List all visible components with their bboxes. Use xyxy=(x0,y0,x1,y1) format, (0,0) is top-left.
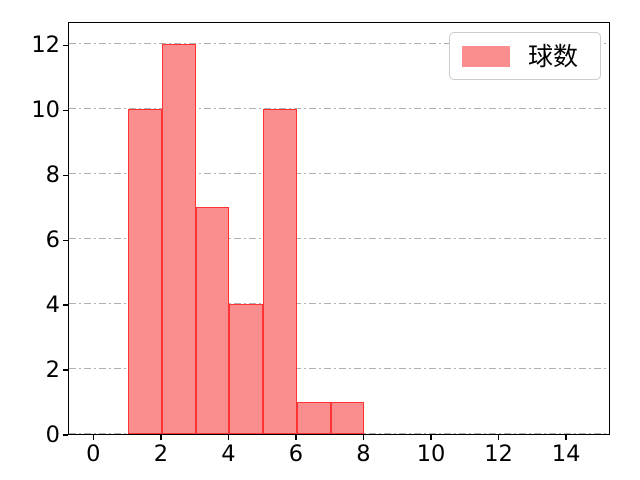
y-tick-mark-12 xyxy=(63,44,68,47)
gridline-y-6 xyxy=(69,238,609,240)
x-tick-mark-0 xyxy=(92,435,94,440)
y-tick-mark-0 xyxy=(63,434,68,436)
y-tick-mark-8 xyxy=(63,174,68,176)
chart-legend[interactable]: 球数 xyxy=(449,32,601,80)
y-tick-label: 2 xyxy=(45,357,60,384)
histogram-bar xyxy=(128,109,162,434)
gridline-y-8 xyxy=(69,173,609,175)
y-tick-label: 8 xyxy=(45,162,60,189)
x-tick-label: 12 xyxy=(484,441,513,467)
y-tick-label: 4 xyxy=(45,292,60,319)
legend-swatch-kyusu xyxy=(462,45,510,67)
gridline-y-12 xyxy=(69,43,609,45)
gridline-y-4 xyxy=(69,302,609,305)
x-tick-mark-8 xyxy=(362,435,365,440)
histogram-bar xyxy=(195,206,230,434)
x-tick-label: 4 xyxy=(221,441,236,467)
x-tick-mark-14 xyxy=(565,435,567,440)
x-tick-label: 0 xyxy=(86,441,101,467)
histogram-bar xyxy=(161,44,196,434)
x-tick-mark-6 xyxy=(295,435,297,440)
x-tick-label: 6 xyxy=(288,441,304,467)
x-tick-label: 8 xyxy=(356,441,371,467)
histogram-bar xyxy=(263,109,297,434)
legend-label-kyusu: 球数 xyxy=(528,41,579,71)
y-tick-label: 0 xyxy=(45,422,60,448)
x-tick-label: 2 xyxy=(153,441,169,467)
gridline-y-2 xyxy=(69,367,609,370)
x-tick-label: 10 xyxy=(416,441,446,467)
y-tick-mark-2 xyxy=(63,369,68,371)
histogram-bar xyxy=(229,304,264,434)
x-tick-mark-12 xyxy=(497,435,500,440)
y-tick-mark-6 xyxy=(63,239,68,241)
y-tick-mark-10 xyxy=(63,109,68,111)
plot-area xyxy=(68,22,610,435)
gridline-y-10 xyxy=(69,108,609,110)
x-tick-mark-10 xyxy=(430,435,432,440)
x-tick-mark-2 xyxy=(160,435,162,440)
histogram-bar xyxy=(296,401,331,434)
y-tick-mark-4 xyxy=(63,304,68,306)
x-tick-mark-4 xyxy=(227,435,230,440)
y-tick-label: 12 xyxy=(31,32,60,59)
histogram-bar xyxy=(330,401,365,434)
x-tick-label: 14 xyxy=(551,441,581,467)
y-tick-label: 10 xyxy=(31,97,60,124)
y-tick-label: 6 xyxy=(45,227,60,254)
